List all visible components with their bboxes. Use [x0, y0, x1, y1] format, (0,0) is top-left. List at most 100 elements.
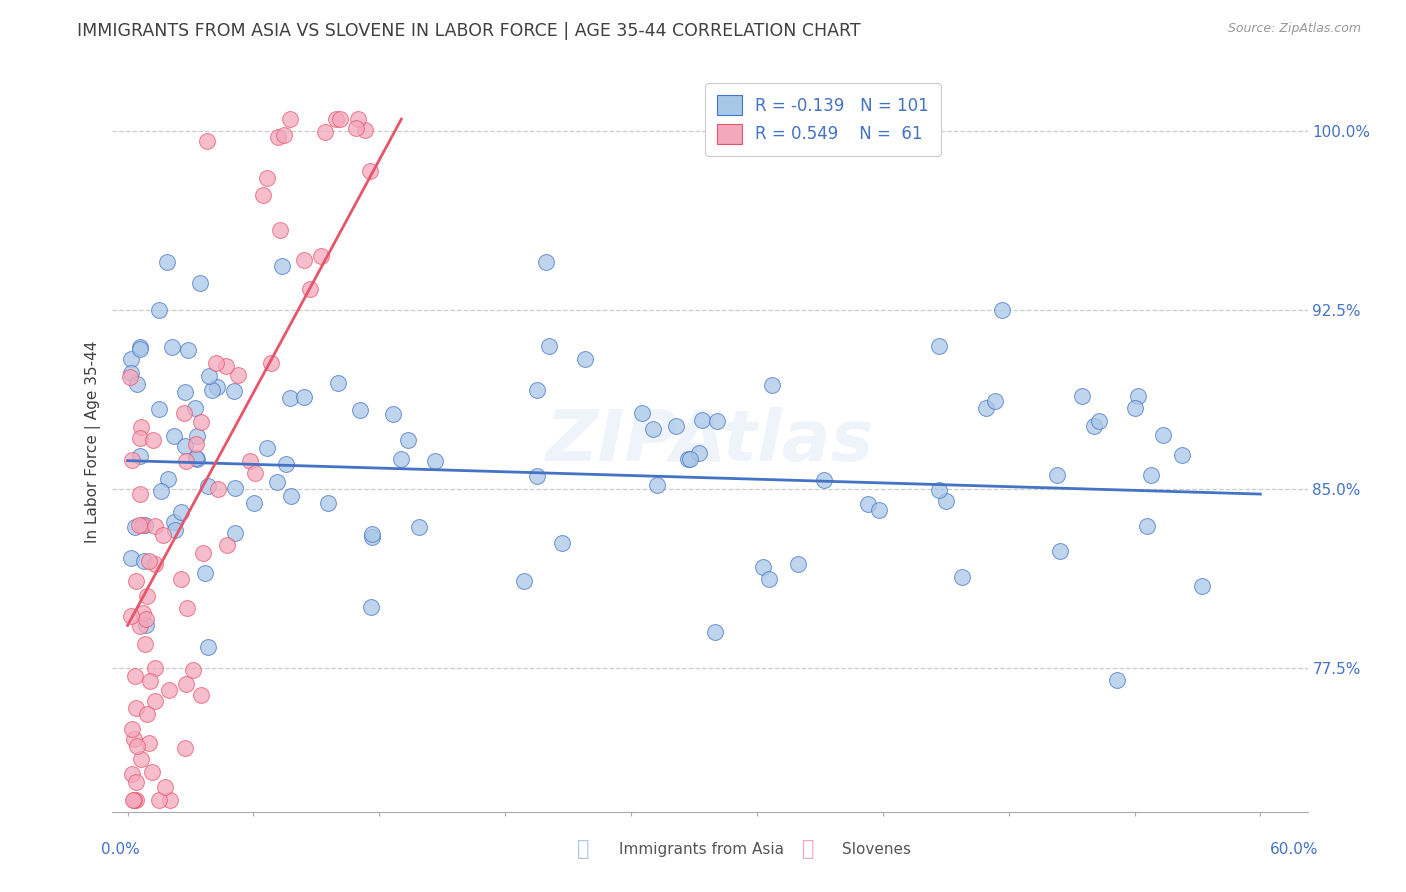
Point	[190, 415, 212, 429]
Point	[153, 780, 176, 794]
Point	[704, 625, 727, 640]
Point	[316, 495, 339, 509]
Point	[274, 457, 297, 471]
Point	[194, 566, 217, 580]
Point	[131, 606, 153, 620]
Point	[309, 249, 332, 263]
Point	[239, 454, 262, 468]
Point	[120, 551, 142, 566]
Point	[125, 574, 148, 588]
Point	[205, 356, 228, 370]
Point	[761, 377, 783, 392]
Point	[141, 765, 163, 780]
Point	[360, 527, 382, 541]
Point	[278, 391, 301, 405]
Point	[273, 128, 295, 142]
Point	[129, 487, 152, 501]
Point	[1191, 578, 1213, 592]
Point	[195, 134, 218, 148]
Point	[991, 303, 1014, 318]
Point	[758, 572, 780, 586]
Point	[128, 449, 150, 463]
Point	[127, 376, 149, 391]
Point	[136, 589, 159, 603]
Point	[217, 538, 239, 552]
Point	[205, 380, 228, 394]
Point	[122, 731, 145, 746]
Point	[184, 437, 207, 451]
Point	[186, 429, 208, 443]
Point	[135, 618, 157, 632]
Point	[328, 376, 350, 390]
Point	[197, 640, 219, 655]
Point	[224, 481, 246, 495]
Point	[190, 688, 212, 702]
Point	[706, 414, 728, 428]
Point	[643, 422, 665, 436]
Point	[159, 793, 181, 807]
Point	[184, 451, 207, 466]
Point	[145, 519, 167, 533]
Point	[148, 401, 170, 416]
Point	[645, 478, 668, 492]
Text: ⬜: ⬜	[578, 839, 589, 859]
Text: 60.0%: 60.0%	[1271, 842, 1319, 856]
Point	[974, 401, 997, 416]
Point	[292, 253, 315, 268]
Point	[381, 407, 404, 421]
Point	[551, 536, 574, 550]
Point	[143, 694, 166, 708]
Point	[243, 467, 266, 481]
Point	[174, 454, 197, 468]
Point	[928, 483, 950, 497]
Point	[688, 446, 710, 460]
Point	[142, 433, 165, 447]
Point	[269, 223, 291, 237]
Point	[128, 619, 150, 633]
Point	[120, 367, 142, 381]
Point	[120, 608, 142, 623]
Point	[349, 402, 371, 417]
Point	[128, 342, 150, 356]
Point	[1046, 468, 1069, 483]
Point	[630, 406, 652, 420]
Point	[280, 489, 302, 503]
Point	[664, 419, 686, 434]
Point	[1083, 419, 1105, 434]
Point	[678, 452, 700, 467]
Point	[138, 554, 160, 568]
Point	[132, 554, 155, 568]
Point	[163, 429, 186, 443]
Point	[222, 384, 245, 398]
Point	[176, 601, 198, 615]
Point	[152, 528, 174, 542]
Point	[150, 484, 173, 499]
Point	[181, 663, 204, 677]
Point	[1170, 448, 1192, 462]
Point	[184, 401, 207, 416]
Point	[138, 736, 160, 750]
Point	[120, 352, 142, 367]
Point	[1049, 543, 1071, 558]
Point	[1139, 467, 1161, 482]
Point	[423, 453, 446, 467]
Point	[148, 303, 170, 318]
Point	[157, 683, 180, 698]
Point	[134, 518, 156, 533]
Point	[1126, 389, 1149, 403]
Point	[139, 673, 162, 688]
Point	[950, 570, 973, 584]
Point	[786, 557, 808, 571]
Point	[260, 356, 283, 370]
Point	[134, 637, 156, 651]
Point	[169, 505, 191, 519]
Point	[360, 600, 382, 615]
Point	[197, 369, 219, 384]
Point	[252, 188, 274, 202]
Point	[354, 122, 377, 136]
Point	[526, 383, 548, 397]
Point	[135, 612, 157, 626]
Point	[163, 523, 186, 537]
Point	[207, 482, 229, 496]
Point	[131, 752, 153, 766]
